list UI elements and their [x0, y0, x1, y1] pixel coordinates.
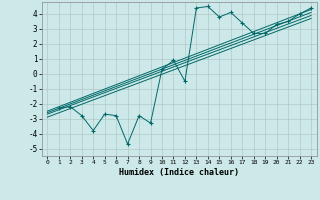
X-axis label: Humidex (Indice chaleur): Humidex (Indice chaleur) — [119, 168, 239, 177]
